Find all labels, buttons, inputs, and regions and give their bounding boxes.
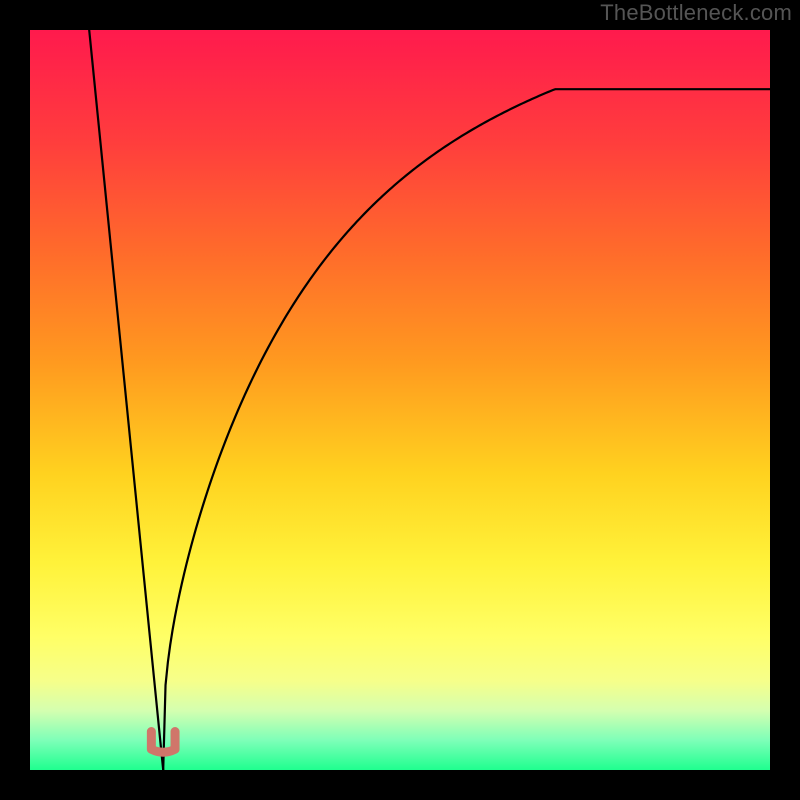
watermark-text: TheBottleneck.com: [600, 0, 792, 26]
plot-area: [30, 30, 770, 770]
chart-svg: [0, 0, 800, 800]
chart-canvas: TheBottleneck.com: [0, 0, 800, 800]
